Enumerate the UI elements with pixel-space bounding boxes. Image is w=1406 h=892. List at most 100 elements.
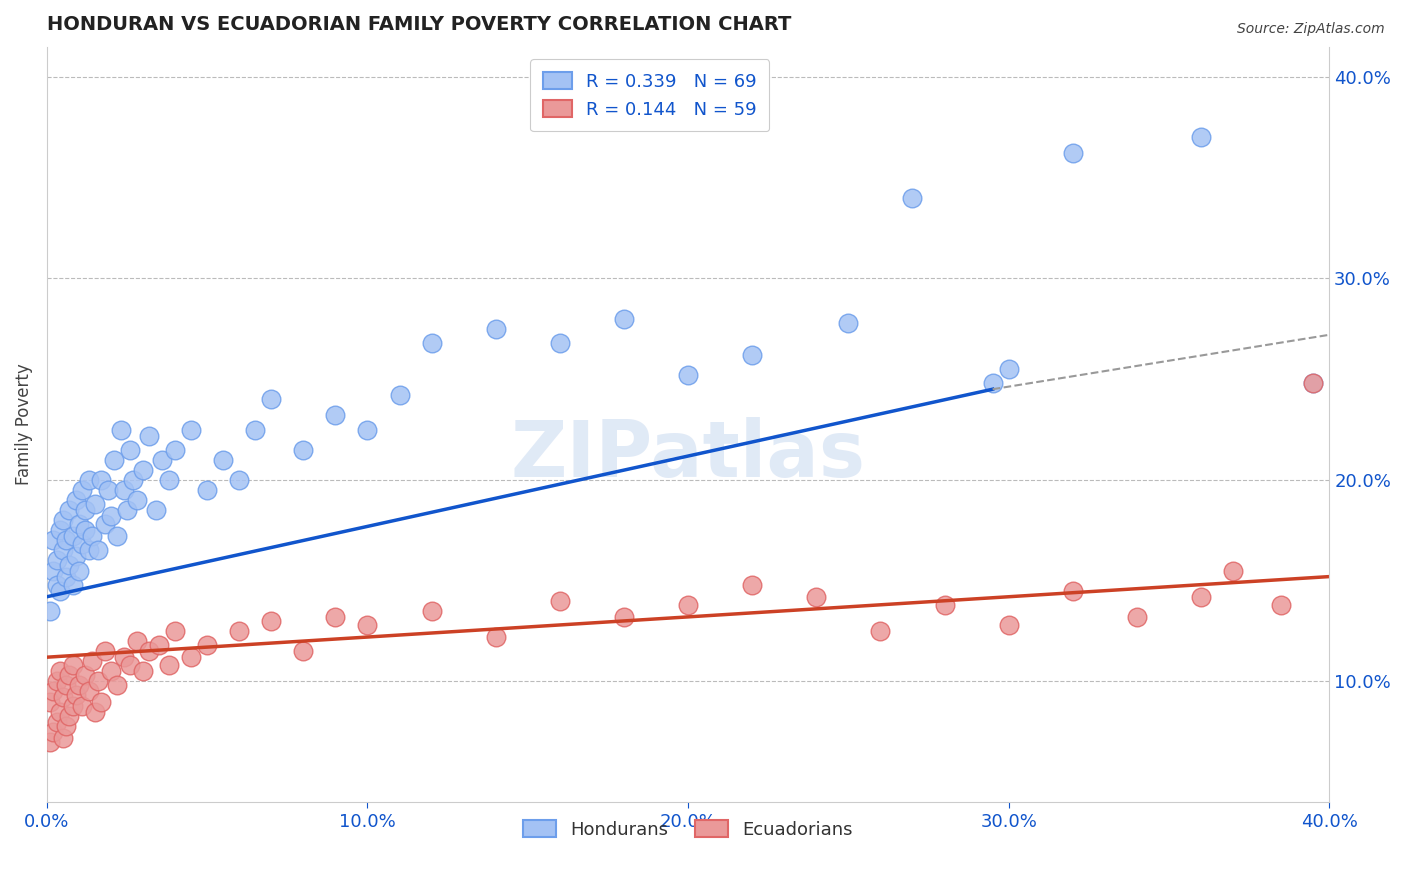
Point [613,311,636,326]
Point [148,638,170,652]
Point [45,553,67,567]
Point [100,509,122,524]
Point [77,473,100,487]
Point [55,678,77,692]
Point [997,362,1019,376]
Point [55,569,77,583]
Point [420,604,443,618]
Point [180,423,202,437]
Point [356,423,378,437]
Point [150,452,173,467]
Point [806,590,828,604]
Point [741,348,763,362]
Point [485,630,508,644]
Point [325,409,347,423]
Point [70,698,93,713]
Point [837,316,859,330]
Point [741,577,763,591]
Point [77,543,100,558]
Point [58,708,80,723]
Point [981,376,1004,391]
Point [75,503,97,517]
Point [125,634,148,648]
Legend: Hondurans, Ecuadorians: Hondurans, Ecuadorians [516,813,860,847]
Point [75,668,97,682]
Point [70,483,93,497]
Point [52,543,75,558]
Point [45,577,67,591]
Point [62,658,84,673]
Point [548,594,571,608]
Point [48,523,70,537]
Point [292,644,315,658]
Point [260,614,283,628]
Point [58,668,80,682]
Point [80,654,103,668]
Point [228,473,250,487]
Point [107,678,129,692]
Point [42,564,65,578]
Point [48,705,70,719]
Point [228,624,250,638]
Point [195,483,218,497]
Point [45,674,67,689]
Point [42,724,65,739]
Point [1270,598,1292,612]
Point [356,618,378,632]
Point [1189,590,1212,604]
Point [67,678,90,692]
Point [125,493,148,508]
Point [548,335,571,350]
Point [87,543,110,558]
Point [1062,146,1084,161]
Point [87,674,110,689]
Point [67,517,90,532]
Point [112,483,135,497]
Text: Source: ZipAtlas.com: Source: ZipAtlas.com [1237,22,1385,37]
Point [420,335,443,350]
Point [62,529,84,543]
Point [65,493,87,508]
Point [84,497,107,511]
Point [132,665,155,679]
Point [388,388,411,402]
Point [42,533,65,548]
Point [42,684,65,698]
Point [1062,583,1084,598]
Point [67,564,90,578]
Point [62,577,84,591]
Point [115,503,138,517]
Point [90,473,112,487]
Point [58,503,80,517]
Point [157,658,180,673]
Point [39,735,62,749]
Point [157,473,180,487]
Point [90,694,112,708]
Point [75,523,97,537]
Point [132,463,155,477]
Point [120,442,142,457]
Point [165,624,187,638]
Text: ZIPatlas: ZIPatlas [510,417,866,492]
Point [1302,376,1324,391]
Point [77,684,100,698]
Point [901,191,924,205]
Point [93,644,115,658]
Point [1302,376,1324,391]
Point [107,529,129,543]
Point [62,698,84,713]
Point [39,694,62,708]
Point [52,690,75,705]
Point [65,549,87,564]
Point [58,558,80,572]
Point [80,529,103,543]
Point [195,638,218,652]
Text: HONDURAN VS ECUADORIAN FAMILY POVERTY CORRELATION CHART: HONDURAN VS ECUADORIAN FAMILY POVERTY CO… [46,15,792,34]
Point [325,610,347,624]
Point [84,705,107,719]
Point [212,452,235,467]
Point [676,598,699,612]
Point [55,719,77,733]
Point [70,537,93,551]
Point [39,604,62,618]
